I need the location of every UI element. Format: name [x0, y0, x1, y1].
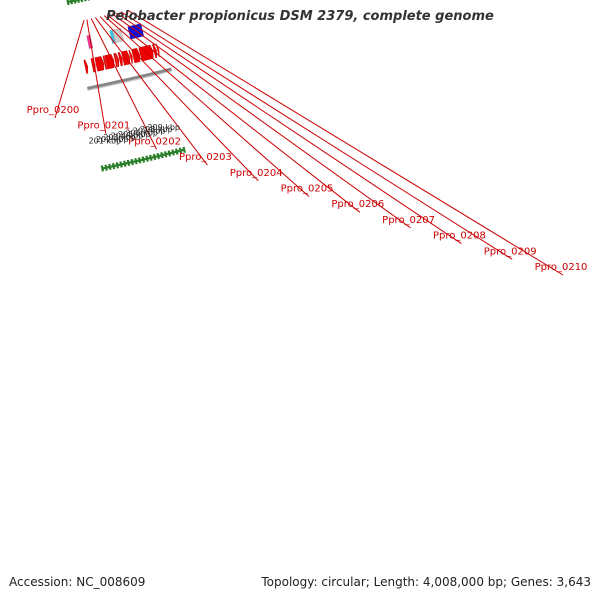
kbp-label: 202 kbp	[96, 135, 129, 144]
callout-line	[94, 17, 208, 166]
kbp-label: 204 kbp	[111, 132, 144, 141]
callout-line	[99, 16, 259, 182]
callout-line	[90, 18, 158, 150]
gene-label: Ppro_0206	[331, 199, 384, 210]
callout-line	[106, 14, 361, 213]
kbp-label: 201 kbp	[89, 136, 122, 145]
outer-tick	[77, 0, 80, 3]
gene-label: Ppro_0210	[535, 262, 588, 273]
kbp-label: 207 kbp	[133, 127, 166, 136]
kbp-label: 209 kbp	[147, 123, 180, 132]
callout-line	[86, 19, 107, 134]
inner-tick-ring	[100, 146, 186, 172]
callout-line	[103, 15, 310, 197]
callout-line	[127, 9, 564, 276]
gene-callouts: Ppro_0200 Ppro_0201 Ppro_0202 Ppro_0203 Ppro…	[27, 9, 588, 276]
kbp-label: 203 kbp	[103, 133, 136, 142]
callout-line	[120, 11, 513, 260]
outer-tick	[80, 0, 84, 3]
gene-label: Ppro_0203	[179, 152, 232, 163]
gene-label: Ppro_0209	[484, 246, 537, 257]
cds-arrow	[83, 59, 89, 75]
kbp-label: 206 kbp	[125, 128, 158, 137]
cds-arrow	[113, 52, 119, 68]
outer-tick-ring	[66, 0, 92, 6]
gene-label: Ppro_0202	[128, 136, 181, 147]
gene-label: Ppro_0201	[77, 121, 130, 132]
inner-tick	[182, 146, 186, 153]
callout-line	[115, 12, 462, 245]
accession-text: Accession: NC_008609	[9, 575, 146, 589]
cds-arrow	[104, 53, 115, 70]
genome-backbone	[86, 67, 173, 91]
outer-tick	[87, 0, 91, 1]
gene-label: Ppro_0207	[382, 215, 435, 226]
callout-line	[111, 13, 411, 229]
gene-label: Ppro_0205	[281, 184, 334, 195]
genome-summary-text: Topology: circular; Length: 4,008,000 bp…	[261, 575, 591, 589]
gene-label: Ppro_0204	[230, 168, 283, 179]
gene-label: Ppro_0208	[433, 231, 486, 242]
outer-tick	[84, 0, 87, 2]
callout-line	[54, 19, 85, 119]
backbone-highlight	[87, 70, 173, 91]
map-title: Pelobacter propionicus DSM 2379, complet…	[106, 9, 494, 24]
cds-arrow	[102, 55, 108, 70]
cds-arrow	[151, 43, 158, 59]
kbp-label: 208 kbp	[140, 125, 173, 134]
cds-arrow	[94, 56, 105, 72]
cds-arrow	[114, 52, 120, 68]
kbp-label: 205 kbp	[118, 130, 151, 139]
backbone-arc	[86, 67, 173, 91]
cds-arrow	[117, 51, 123, 67]
gene-label: Ppro_0200	[27, 105, 80, 116]
cds-arrow	[128, 49, 133, 64]
